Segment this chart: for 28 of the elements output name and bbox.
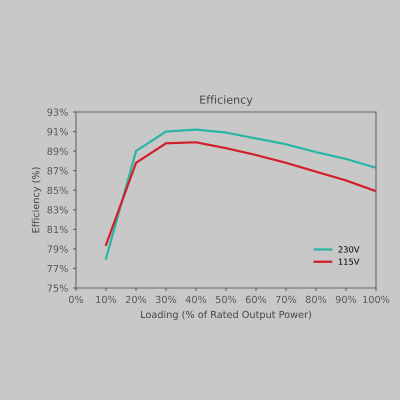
x-tick-label: 90% — [336, 296, 356, 304]
y-tick-label: 89% — [47, 148, 68, 155]
y-tick-label: 93% — [47, 108, 68, 116]
legend-label: 230V — [338, 246, 360, 253]
y-tick-label: 81% — [47, 226, 68, 234]
y-tick-label: 87% — [47, 167, 68, 174]
x-tick-label: 80% — [306, 296, 326, 304]
y-tick-label: 77% — [48, 264, 68, 272]
y-tick-label: 91% — [47, 128, 68, 136]
chart-title: Efficiency — [200, 95, 253, 106]
y-tick-label: 79% — [48, 245, 68, 253]
x-tick-label: 100% — [363, 296, 390, 304]
y-tick-label: 83% — [47, 206, 68, 214]
x-tick-label: 50% — [216, 296, 236, 304]
x-tick-label: 30% — [156, 296, 176, 304]
x-axis-title: Loading (% of Rated Output Power) — [141, 310, 311, 320]
x-tick-label: 70% — [276, 296, 296, 304]
y-tick-label: 85% — [47, 186, 68, 194]
legend-label: 115V — [338, 258, 360, 265]
y-tick-label: 75% — [48, 284, 68, 292]
x-tick-label: 20% — [126, 296, 146, 304]
line-series — [104, 128, 376, 260]
y-axis-title: Efficiency (%) — [32, 167, 42, 232]
x-tick-label: 0% — [68, 296, 84, 304]
line-series — [104, 141, 376, 246]
x-tick-label: 10% — [96, 296, 116, 304]
x-tick-label: 60% — [246, 296, 266, 304]
x-tick-label: 40% — [186, 296, 206, 304]
